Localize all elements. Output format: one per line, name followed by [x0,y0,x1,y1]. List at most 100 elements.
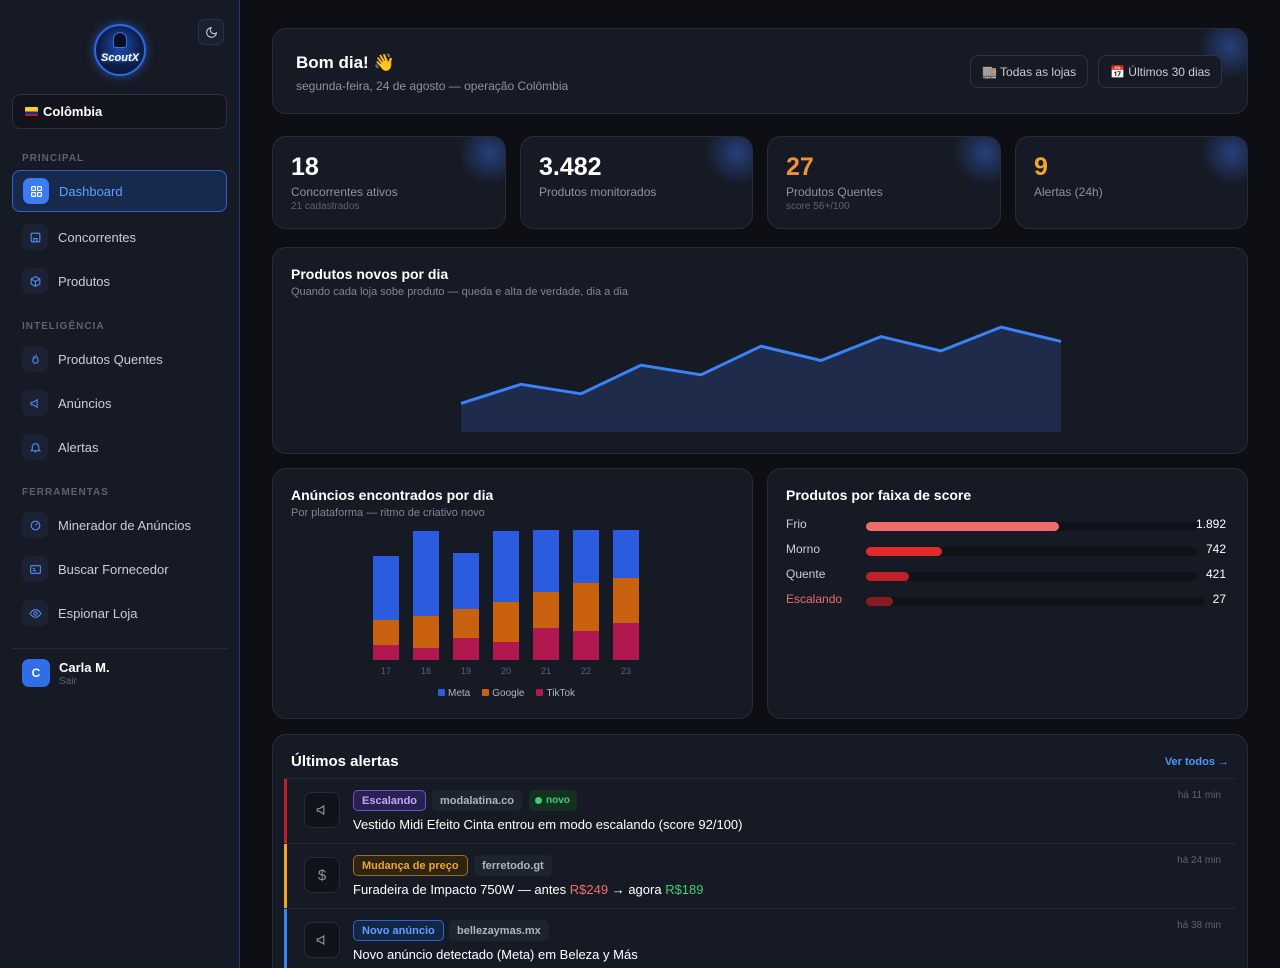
legend-item-google[interactable]: Google [482,688,524,699]
sidebar-item-label: Produtos [58,273,111,289]
bar-segment-meta [613,530,639,578]
view-all-link[interactable]: Ver todos → [1164,756,1229,768]
alerts-title: Últimos alertas [291,753,399,770]
alert-text: Furadeira de Impacto 750W — antes R$249 … [353,882,704,897]
alert-row[interactable]: $ Mudança de preço ferretodo.gt Furadeir… [284,843,1236,909]
x-tick-label: 22 [581,666,591,676]
score-label: Frio [786,517,807,531]
alert-store-badge[interactable]: ferretodo.gt [474,855,552,876]
alert-text: Novo anúncio detectado (Meta) em Beleza … [353,947,638,962]
sidebar-item-concorrentes[interactable]: Concorrentes [12,216,227,258]
score-track [866,522,1198,531]
chart-legend: Meta Google TikTok [438,688,575,699]
x-tick-label: 17 [381,666,391,676]
score-fill [866,547,942,556]
greeting-card: Bom dia! 👋 segunda-feira, 24 de agosto —… [272,28,1248,114]
alert-severity-bar [284,844,287,909]
alert-text: Vestido Midi Efeito Cinta entrou em modo… [353,817,743,832]
sidebar-item-produtos-quentes[interactable]: Produtos Quentes [12,338,227,380]
country-label: Colômbia [43,104,103,119]
stat-card-products[interactable]: 3.482 Produtos monitorados [520,136,753,229]
products-per-day-card: Produtos novos por dia Quando cada loja … [272,247,1248,454]
x-tick-label: 19 [461,666,471,676]
period-filter-button[interactable]: 📅 Últimos 30 dias [1098,55,1223,88]
eye-icon [22,600,48,626]
legend-item-meta[interactable]: Meta [438,688,470,699]
card-glow [953,137,1000,185]
sidebar-item-minerador[interactable]: Minerador de Anúncios [12,504,227,546]
score-value: 1.892 [1195,517,1226,531]
stat-value: 18 [291,153,319,181]
alert-time: há 11 min [1177,790,1221,801]
ads-per-day-card: Anúncios encontrados por dia Por platafo… [272,468,753,719]
alert-store-badge[interactable]: bellezaymas.mx [449,920,549,941]
bar-segment-meta [373,556,399,620]
bar-segment-google [533,592,559,628]
alert-time: há 38 min [1177,920,1221,931]
store-filter-button[interactable]: 🏬 Todas as lojas [970,55,1089,88]
legend-item-tiktok[interactable]: TikTok [536,688,575,699]
logout-link[interactable]: Sair [59,675,77,687]
sidebar-item-espionar-loja[interactable]: Espionar Loja [12,592,227,634]
alert-tag-badge: Novo anúncio [353,920,444,941]
score-value: 421 [1205,567,1226,581]
sidebar-item-buscar-fornecedor[interactable]: Buscar Fornecedor [12,548,227,590]
sidebar-item-dashboard[interactable]: Dashboard [12,170,227,212]
bar-segment-google [453,609,479,638]
alert-severity-bar [284,909,287,968]
chart-title: Produtos novos por dia [291,266,449,282]
area-fill [461,327,1061,432]
sidebar-item-anuncios[interactable]: Anúncios [12,382,227,424]
scoutx-logo[interactable]: ScoutX [94,24,146,76]
score-fill [866,522,1059,531]
moon-icon [205,26,217,38]
stat-card-hot-products[interactable]: 27 Produtos Quentes score 56+/100 [767,136,1001,229]
alert-tag-badge: Mudança de preço [353,855,468,876]
stat-label: Produtos monitorados [539,185,657,199]
chart-subtitle: Quando cada loja sobe produto — queda e … [291,286,628,298]
user-profile[interactable]: C Carla M. Sair [22,659,110,687]
section-principal: PRINCIPAL [22,153,85,164]
x-tick-label: 18 [421,666,431,676]
alert-row[interactable]: Novo anúncio bellezaymas.mx Novo anúncio… [284,908,1236,968]
bar-segment-google [413,616,439,648]
score-fill [866,597,894,606]
products-area-chart [460,325,1062,432]
alert-tag-badge: Escalando [353,790,427,811]
hooded-figure-icon [113,32,127,48]
score-row: Morno 742 [786,542,1226,560]
score-value: 742 [1205,542,1226,556]
bar-segment-google [613,578,639,623]
stat-card-competitors[interactable]: 18 Concorrentes ativos 21 cadastrados [272,136,506,229]
score-value: 27 [1212,592,1226,606]
card-glow [458,137,505,185]
alert-time: há 24 min [1177,855,1221,866]
megaphone-icon [304,792,340,828]
alert-store-badge[interactable]: modalatina.co [432,790,522,811]
bar-segment-tiktok [613,623,639,660]
score-row: Quente 421 [786,567,1226,585]
megaphone-icon [22,390,48,416]
bar-segment-meta [413,531,439,616]
score-track [866,597,1205,606]
alert-row[interactable]: Escalando modalatina.co novo Vestido Mid… [284,778,1236,844]
theme-toggle-button[interactable] [198,19,224,45]
country-selector[interactable]: Colômbia [12,94,227,129]
section-ferramentas: FERRAMENTAS [22,487,109,498]
score-row: Escalando 27 [786,592,1226,610]
stat-sub: 21 cadastrados [291,201,360,212]
section-inteligencia: INTELIGÊNCIA [22,321,105,332]
sidebar-item-produtos[interactable]: Produtos [12,260,227,302]
bar-segment-tiktok [373,645,399,660]
alerts-card: Últimos alertas Ver todos → Escalando mo… [272,734,1248,968]
status-dot-icon [535,797,542,804]
x-tick-label: 23 [621,666,631,676]
box-icon [22,268,48,294]
gauge-icon [22,512,48,538]
stat-card-alerts[interactable]: 9 Alertas (24h) [1015,136,1248,229]
x-tick-label: 21 [541,666,551,676]
sidebar-item-alertas[interactable]: Alertas [12,426,227,468]
bar-segment-meta [533,530,559,592]
sidebar-item-label: Espionar Loja [58,605,138,621]
sidebar-divider [12,648,227,649]
